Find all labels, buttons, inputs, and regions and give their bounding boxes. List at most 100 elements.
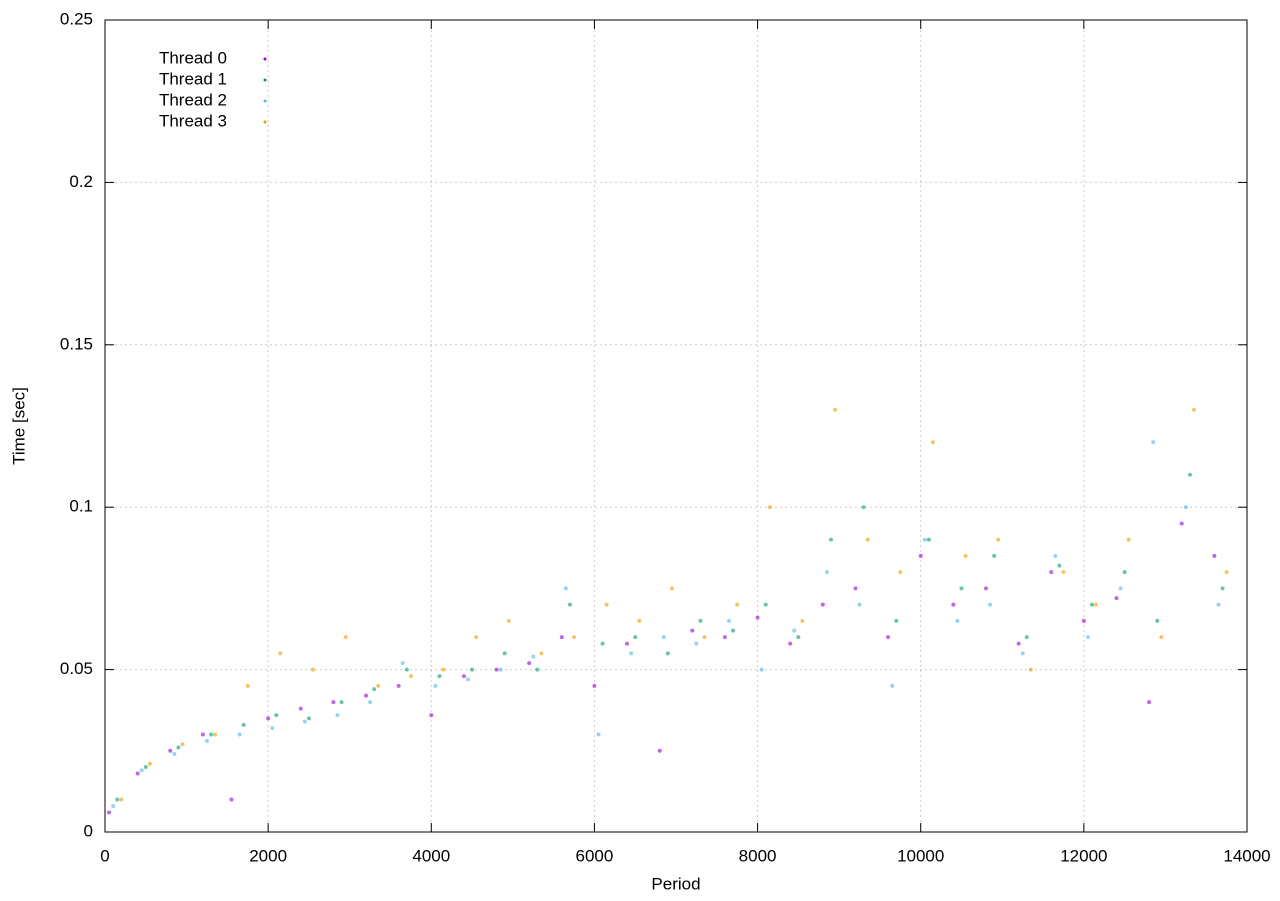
point [339,700,344,705]
x-tick-label: 14000 [1223,846,1270,865]
point [1024,635,1029,640]
point [115,797,120,802]
point [690,628,695,633]
point [824,570,829,575]
point [930,440,935,445]
point [343,635,348,640]
point [1220,586,1225,591]
point [1122,570,1127,575]
point [886,635,891,640]
point [143,765,148,770]
point [364,693,369,698]
point [955,618,960,623]
point [498,667,503,672]
point [213,732,218,737]
point [539,651,544,656]
point [926,537,931,542]
point [857,602,862,607]
point [702,635,707,640]
point [1151,440,1156,445]
point [629,651,634,656]
point [983,586,988,591]
point [1183,505,1188,510]
point [596,732,601,737]
point [400,661,405,666]
point [800,618,805,623]
point [861,505,866,510]
point [1094,602,1099,607]
point [988,602,993,607]
point [759,667,764,672]
y-tick-label: 0.25 [60,9,93,28]
y-tick-label: 0.2 [69,172,93,191]
point [494,667,499,672]
point [992,553,997,558]
point [107,810,112,815]
point [168,748,173,753]
point [266,716,271,721]
point [396,683,401,688]
point [567,602,572,607]
point [437,674,442,679]
point [1118,586,1123,591]
point [633,635,638,640]
legend-label: Thread 3 [159,111,227,130]
point [755,615,760,620]
point [788,641,793,646]
point [1085,635,1090,640]
point [1053,553,1058,558]
point [853,586,858,591]
point [302,719,307,724]
point [1081,618,1086,623]
point [274,713,279,718]
point [1216,602,1221,607]
legend-label: Thread 2 [159,90,227,109]
point [820,602,825,607]
point [200,732,205,737]
point [727,618,732,623]
point [792,628,797,633]
point [180,742,185,747]
point [592,683,597,688]
point [527,661,532,666]
point [731,628,736,633]
point [1155,618,1160,623]
point [278,651,283,656]
point [147,761,152,766]
point [1057,563,1062,568]
point [1191,407,1196,412]
point [665,651,670,656]
point [209,732,214,737]
legend-label: Thread 0 [159,48,227,67]
point [657,748,662,753]
point [311,667,316,672]
x-tick-label: 10000 [897,846,944,865]
x-tick-label: 6000 [576,846,614,865]
point [735,602,740,607]
point [506,618,511,623]
x-tick-label: 0 [100,846,109,865]
point [1020,651,1025,656]
point [669,586,674,591]
point [1028,667,1033,672]
point [237,732,242,737]
legend-marker [263,120,267,124]
point [270,726,275,731]
point [637,618,642,623]
point [176,745,181,750]
point [229,797,234,802]
point [698,618,703,623]
y-tick-label: 0.05 [60,659,93,678]
point [474,635,479,640]
point [1061,570,1066,575]
point [996,537,1001,542]
point [306,716,311,721]
point [429,713,434,718]
point [563,586,568,591]
point [625,641,630,646]
point [1224,570,1229,575]
x-tick-label: 4000 [412,846,450,865]
legend-marker [263,99,267,103]
point [918,553,923,558]
point [959,586,964,591]
